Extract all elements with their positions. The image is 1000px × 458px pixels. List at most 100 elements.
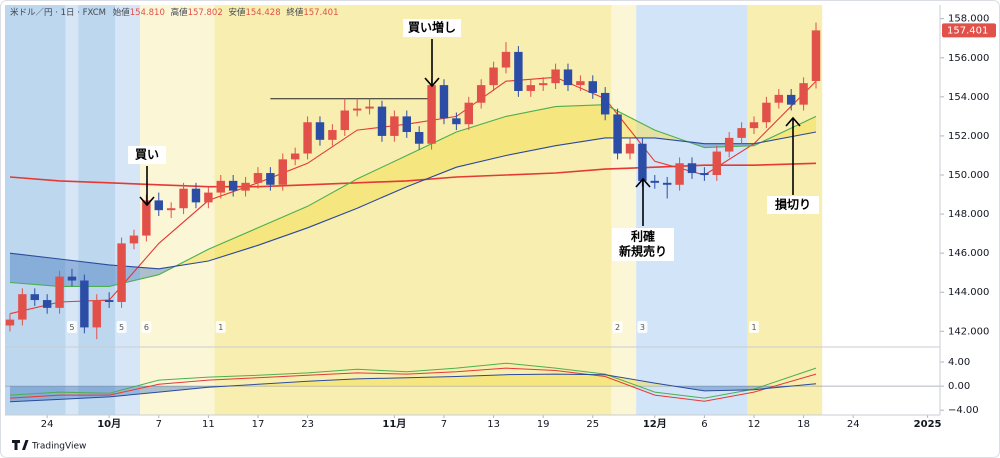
candle-body [377,106,387,136]
x-tick-label: 12 [748,419,761,430]
candle-body [365,106,374,109]
ma-line [9,104,817,287]
brand-logo [12,440,29,450]
candle-body [489,67,498,86]
x-tick-label: 12月 [643,418,667,430]
candle-body [129,235,139,244]
brand: TradingView [12,440,86,452]
candle-body [328,130,337,140]
x-tick-label: 6 [701,419,707,430]
x-tick-label: 25 [586,419,599,430]
count-label: 1 [751,323,756,332]
symbol: 米ドル／円 · 1日 · FXCM [10,7,106,18]
candle-body [737,128,746,138]
note-take-profit: 利確 [631,229,655,244]
candle-body [786,94,796,105]
candle-body [142,200,151,236]
candle-body [749,122,759,129]
candle-body [600,92,610,115]
candle-body [724,137,734,152]
candle-body [303,122,312,154]
candle-body [42,300,52,308]
candle-body [514,51,523,91]
session-region [636,5,748,415]
x-tick-label: 11 [202,419,215,430]
annotations: 買い 買い増し 利確 新規売り 損切り [128,19,819,261]
sub-y-tick-label: −4.00 [948,405,979,416]
candle-body [67,276,77,281]
candle-body [774,94,784,103]
last-price-badge [942,23,996,38]
ma-cloud [555,104,606,146]
candle-body [476,85,486,103]
sub-area [406,376,457,387]
session-region [611,5,637,415]
sub-area [555,374,606,387]
sub-area [357,377,407,387]
ma-line [9,131,817,270]
candle-body [390,116,399,136]
field-value: 157.401 [303,8,338,18]
candle-body [712,151,722,175]
candle-body [253,173,263,183]
ma-cloud [257,206,308,246]
x-tick-label: 23 [301,419,314,430]
sub-area [456,374,506,387]
candle-body [762,102,771,123]
candle-body [30,294,39,301]
last-price-label: 157.401 [947,25,988,36]
candle-body [799,83,808,105]
ma-cloud [307,178,358,228]
candle-body [104,300,114,303]
count-box [637,321,648,333]
candle-body [625,143,635,154]
note-box [403,19,461,37]
x-tick-label: 18 [797,419,810,430]
candle-body [526,85,535,91]
candle-body [228,180,238,191]
session-region [140,5,215,415]
field-name: 始値 [113,7,131,18]
x-tick-label: 10月 [97,418,121,430]
field-name: 高値 [171,7,189,18]
sub-line [9,367,817,402]
ma-cloud [9,253,60,287]
candle-body [439,85,449,119]
arrow-head [785,116,801,127]
candle-body [204,192,213,203]
candle-body [613,114,622,154]
sub-area [605,374,655,387]
y-tick-label: 156.000 [948,53,989,64]
candle-body [501,51,511,68]
x-tick-label: 2025 [914,419,942,430]
candle-body [92,300,101,328]
candle-body [5,319,15,326]
session-region [214,5,612,415]
arrow-head [635,177,651,188]
note-add: 買い増し [408,20,456,35]
session-region [5,5,66,415]
sub-line [9,362,817,399]
session-region [115,5,141,415]
y-tick-label: 146.000 [948,248,989,259]
field-value: 154.810 [130,8,165,18]
note-stop-loss: 損切り [775,197,811,212]
candle-body [687,163,697,174]
count-label: 1 [218,323,223,332]
note-box [128,146,166,164]
candle-body [166,208,176,211]
count-box [612,321,623,333]
ma-cloud [505,106,556,156]
x-tick-label: 19 [537,419,550,430]
candle-body [179,188,188,209]
legend-header: 米ドル／円 · 1日 · FXCM 始値154.810 高値157.802 安値… [10,7,338,18]
count-box [215,321,226,333]
note-buy: 買い [135,148,159,162]
candle-body [154,200,163,211]
candle-body [315,122,325,140]
candle-body [278,159,287,185]
arrow-head [139,196,155,207]
x-tick-label: 7 [441,419,447,430]
count-label: 6 [144,323,149,332]
